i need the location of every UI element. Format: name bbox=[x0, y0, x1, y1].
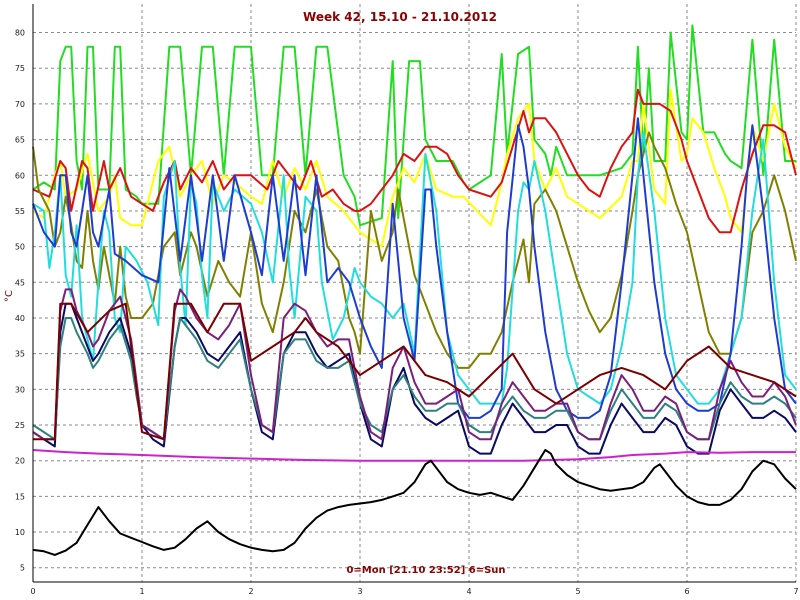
x-tick-label: 7 bbox=[793, 587, 798, 596]
x-tick-label: 1 bbox=[139, 587, 144, 596]
y-tick-label: 70 bbox=[15, 100, 25, 109]
series-line-8 bbox=[32, 317, 797, 441]
series-line-6 bbox=[32, 117, 797, 419]
y-tick-label: 40 bbox=[15, 314, 25, 323]
y-tick-label: 10 bbox=[15, 528, 25, 537]
y-axis-label: °C bbox=[4, 290, 15, 302]
x-tick-label: 0 bbox=[30, 587, 35, 596]
series-lines bbox=[32, 24, 797, 556]
series-line-12 bbox=[32, 449, 797, 556]
x-tick-label: 6 bbox=[684, 587, 689, 596]
series-line-1 bbox=[32, 24, 796, 227]
series-line-11 bbox=[32, 449, 796, 462]
y-tick-label: 30 bbox=[15, 385, 25, 394]
gridlines bbox=[33, 4, 797, 582]
series-line-2 bbox=[32, 88, 797, 248]
y-tick-label: 80 bbox=[15, 29, 25, 38]
series-line-3 bbox=[32, 88, 797, 234]
x-tick-label: 3 bbox=[357, 587, 362, 596]
y-tick-label: 45 bbox=[15, 278, 25, 287]
y-tick-label: 35 bbox=[15, 350, 25, 359]
y-tick-label: 15 bbox=[15, 492, 25, 501]
x-tick-label: 5 bbox=[575, 587, 580, 596]
x-tick-label: 2 bbox=[248, 587, 253, 596]
y-tick-label: 5 bbox=[20, 564, 25, 573]
y-tick-label: 65 bbox=[15, 136, 25, 145]
series-line-10 bbox=[33, 302, 797, 441]
y-tick-label: 75 bbox=[15, 64, 25, 73]
x-tick-label: 4 bbox=[466, 587, 471, 596]
x-axis-note: 0=Mon [21.10 23:52] 6=Sun bbox=[346, 565, 505, 576]
y-tick-label: 25 bbox=[15, 421, 25, 430]
axes bbox=[32, 4, 796, 583]
chart-title: Week 42, 15.10 - 21.10.2012 bbox=[303, 10, 497, 24]
y-tick-label: 20 bbox=[15, 457, 25, 466]
y-tick-label: 50 bbox=[15, 243, 25, 252]
y-tick-label: 60 bbox=[15, 171, 25, 180]
y-tick-label: 55 bbox=[15, 207, 25, 216]
